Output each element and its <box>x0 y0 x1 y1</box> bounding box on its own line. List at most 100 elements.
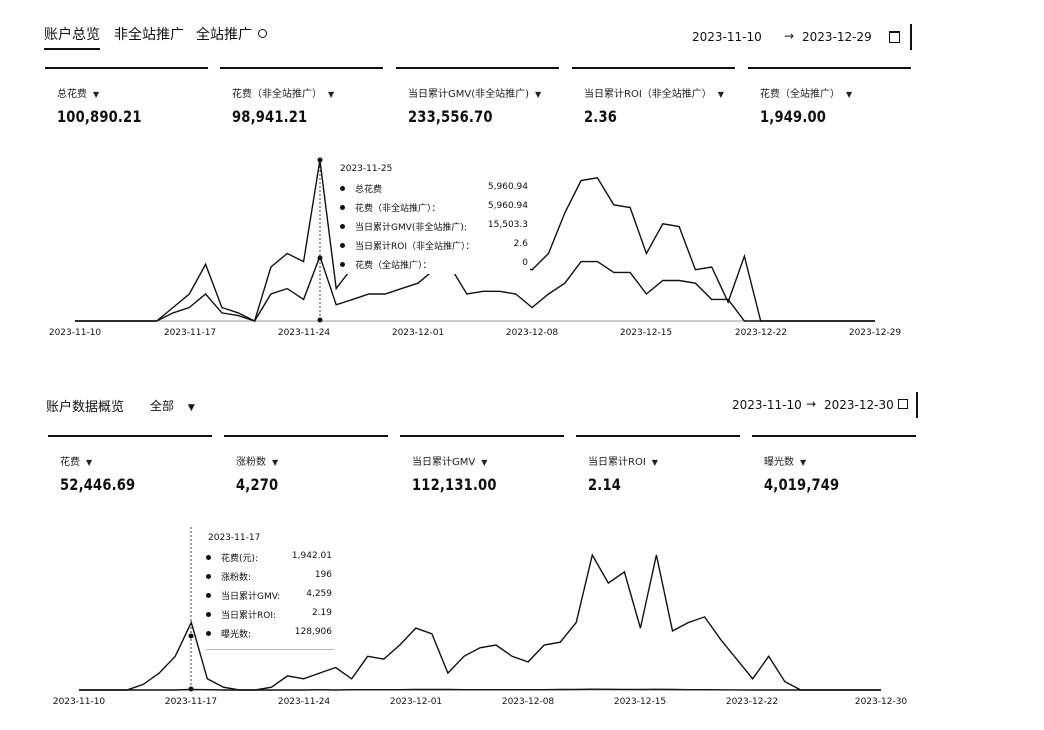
bottom-tooltip: 2023-11-17 花费(元): 1,942.01 涨粉数: 196 当日累计GMV:… <box>206 531 334 650</box>
tooltip-key: 总花费 <box>355 185 383 195</box>
section-title-data-overview: 账户数据概览 <box>46 400 125 415</box>
metric-card[interactable]: 当日累计GMV ▼ 112,131.00 <box>400 435 564 497</box>
metric-label-text: 当日累计GMV(非全站推广) <box>408 89 530 100</box>
metric-label[interactable]: 当日累计ROI（非全站推广） ▼ <box>584 85 724 100</box>
x-tick-label: 2023-12-15 <box>620 328 672 338</box>
tab-non-full-site-promotion[interactable]: 非全站推广 <box>114 27 184 43</box>
tooltip-value: 0 <box>522 258 528 268</box>
bottom-chart: 2023-11-10 2023-11-17 2023-11-24 2023-12-01… <box>53 527 907 707</box>
metric-card[interactable]: 花费（非全站推广） ▼ 98,941.21 <box>220 67 383 129</box>
x-tick-label: 2023-11-10 <box>49 328 102 338</box>
legend-dot-icon <box>206 574 211 579</box>
tooltip-row: 当日累计GMV: 4,259 <box>206 589 332 605</box>
metric-card[interactable]: 当日累计ROI（非全站推广） ▼ 2.36 <box>572 67 735 129</box>
x-tick-label: 2023-11-10 <box>53 697 106 707</box>
metric-label[interactable]: 涨粉数 ▼ <box>236 453 278 468</box>
tooltip-key: 花费(元): <box>221 554 259 564</box>
x-tick-label: 2023-12-15 <box>614 697 666 707</box>
x-tick-label: 2023-12-22 <box>726 697 778 707</box>
highlight-point <box>317 317 323 323</box>
metric-card[interactable]: 花费 ▼ 52,446.69 <box>48 435 212 497</box>
metric-label-text: 涨粉数 <box>236 457 266 468</box>
tooltip-value: 128,906 <box>294 627 332 637</box>
caret-down-icon: ▼ <box>481 458 488 467</box>
top-tooltip: 2023-11-25 总花费 5,960.94 花费（非全站推广）： 5,960.94… <box>340 162 530 274</box>
tooltip-key: 当日累计GMV(非全站推广): <box>355 223 467 233</box>
x-tick-label: 2023-11-24 <box>278 697 331 707</box>
caret-down-icon: ▼ <box>86 458 93 467</box>
metric-label[interactable]: 曝光数 ▼ <box>764 453 806 468</box>
metric-label-text: 当日累计GMV <box>412 457 476 468</box>
legend-dot-icon <box>340 186 345 191</box>
metric-label-text: 总花费 <box>57 89 87 100</box>
x-tick-label: 2023-12-01 <box>392 328 444 338</box>
tooltip-value: 2.6 <box>513 239 528 249</box>
tooltip-row: 花费（非全站推广）： 5,960.94 <box>340 201 528 217</box>
date-range-picker-bottom[interactable]: 2023-11-10 → 2023-12-30 <box>726 392 918 418</box>
legend-dot-icon <box>340 262 345 267</box>
metric-card[interactable]: 当日累计ROI ▼ 2.14 <box>576 435 740 497</box>
tab-full-site-label: 全站推广 <box>196 27 252 43</box>
legend-dot-icon <box>206 593 211 598</box>
metric-card[interactable]: 总花费 ▼ 100,890.21 <box>45 67 208 129</box>
metric-value: 112,131.00 <box>412 475 497 494</box>
filter-label: 全部 <box>150 399 175 413</box>
date-start-bottom[interactable]: 2023-11-10 <box>732 398 802 412</box>
date-end-bottom[interactable]: 2023-12-30 <box>824 398 894 412</box>
calendar-icon[interactable] <box>889 31 900 43</box>
tooltip-key: 花费（全站推广）： <box>355 261 432 271</box>
highlight-point <box>188 633 194 639</box>
metric-card[interactable]: 涨粉数 ▼ 4,270 <box>224 435 388 497</box>
tooltip-value: 5,960.94 <box>487 201 528 211</box>
metric-label[interactable]: 当日累计GMV ▼ <box>412 453 487 468</box>
metric-label-text: 花费 <box>60 457 80 468</box>
tooltip-value: 15,503.3 <box>487 220 528 230</box>
metric-value: 2.14 <box>588 475 622 494</box>
caret-down-icon: ▼ <box>717 90 724 99</box>
metric-value: 98,941.21 <box>232 107 308 126</box>
x-tick-label: 2023-11-17 <box>164 328 216 338</box>
caret-down-icon: ▼ <box>535 90 542 99</box>
metric-label[interactable]: 花费 ▼ <box>60 453 92 468</box>
filter-dropdown[interactable]: 全部 ▼ <box>150 397 195 414</box>
tooltip-row: 总花费 5,960.94 <box>340 182 528 198</box>
metric-label-text: 花费（非全站推广） <box>232 89 322 100</box>
metric-label[interactable]: 总花费 ▼ <box>57 85 99 100</box>
arrow-right-icon: → <box>806 397 817 411</box>
arrow-right-icon: → <box>784 29 795 43</box>
x-tick-label: 2023-11-24 <box>278 328 331 338</box>
metric-label[interactable]: 当日累计ROI ▼ <box>588 453 658 468</box>
caret-down-icon: ▼ <box>651 458 658 467</box>
metric-card[interactable]: 曝光数 ▼ 4,019,749 <box>752 435 916 497</box>
metric-label[interactable]: 当日累计GMV(非全站推广) ▼ <box>408 85 541 100</box>
x-tick-label: 2023-12-08 <box>502 697 555 707</box>
metric-card[interactable]: 当日累计GMV(非全站推广) ▼ 233,556.70 <box>396 67 559 129</box>
tooltip-row: 当日累计ROI: 2.19 <box>206 608 332 624</box>
legend-dot-icon <box>340 224 345 229</box>
calendar-icon[interactable] <box>898 399 908 409</box>
caret-down-icon: ▼ <box>800 458 807 467</box>
metric-label-text: 当日累计ROI（非全站推广） <box>584 89 712 100</box>
metric-label-text: 当日累计ROI <box>588 457 646 468</box>
tab-account-overview[interactable]: 账户总览 <box>44 24 100 50</box>
tab-full-site-promotion[interactable]: 全站推广 <box>196 24 268 44</box>
date-start[interactable]: 2023-11-10 <box>692 30 762 44</box>
series-line <box>79 553 881 691</box>
tooltip-key: 当日累计GMV: <box>221 592 281 602</box>
metric-value: 4,270 <box>236 475 279 494</box>
metric-value: 100,890.21 <box>57 107 142 126</box>
metric-label[interactable]: 花费（全站推广） ▼ <box>760 85 852 100</box>
date-range-picker[interactable]: 2023-11-10 → 2023-12-29 <box>684 24 912 50</box>
legend-dot-icon <box>206 612 211 617</box>
tooltip-key: 当日累计ROI: <box>221 611 277 621</box>
metric-label[interactable]: 花费（非全站推广） ▼ <box>232 85 334 100</box>
tooltip-key: 当日累计ROI（非全站推广）： <box>355 242 475 252</box>
tooltip-key: 曝光数: <box>221 630 252 640</box>
caret-down-icon: ▼ <box>328 90 335 99</box>
date-end[interactable]: 2023-12-29 <box>802 30 872 44</box>
legend-dot-icon <box>206 631 211 636</box>
tooltip-value: 2.19 <box>311 608 332 618</box>
metric-card[interactable]: 花费（全站推广） ▼ 1,949.00 <box>748 67 911 129</box>
metric-value: 1,949.00 <box>760 107 827 126</box>
